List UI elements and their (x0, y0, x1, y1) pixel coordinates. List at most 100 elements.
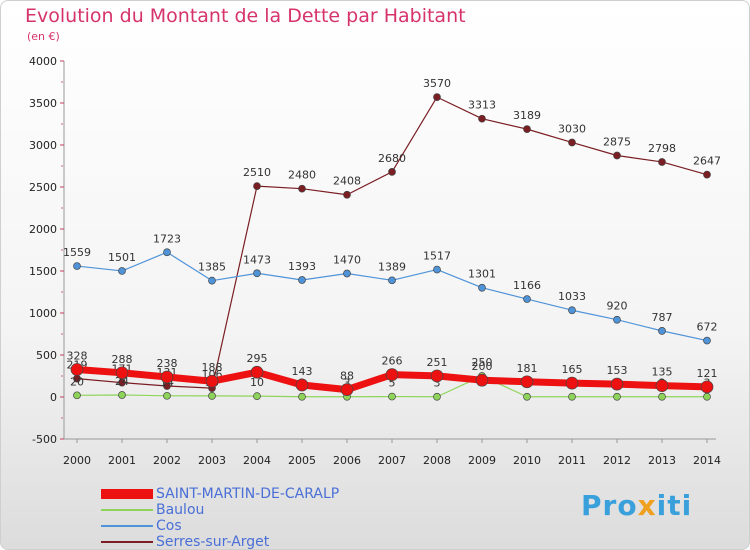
data-label-cos: 672 (697, 321, 718, 334)
legend-swatch (101, 525, 153, 527)
chart-title: Evolution du Montant de la Dette par Hab… (25, 5, 466, 27)
y-tick-label: -500 (32, 433, 57, 446)
data-point-baulou (163, 391, 171, 400)
data-label-cos: 1301 (468, 268, 496, 281)
data-label-cos: 1470 (333, 254, 361, 267)
data-label-serres-sur-arget: 3189 (513, 109, 541, 122)
data-point-baulou (658, 392, 666, 401)
data-point-cos (478, 283, 486, 292)
legend-label: Cos (156, 518, 182, 534)
data-label-serres-sur-arget: 2680 (378, 152, 406, 165)
data-label-baulou: 3 (344, 377, 351, 390)
y-tick-label: 3500 (29, 97, 57, 110)
y-tick-label: 1500 (29, 265, 57, 278)
data-point-cos (568, 306, 576, 315)
data-point-baulou (208, 392, 216, 400)
data-point-baulou (433, 392, 441, 401)
data-point-baulou (703, 392, 711, 401)
data-point-baulou (523, 392, 531, 401)
data-label-baulou: 5 (389, 377, 396, 390)
data-point-cos (298, 276, 306, 284)
data-point-saint-martin-de-caralp (610, 377, 624, 391)
data-label-cos: 920 (607, 300, 628, 313)
x-tick-label: 2001 (108, 454, 136, 467)
data-point-cos (613, 315, 621, 324)
data-point-serres-sur-arget (703, 170, 711, 179)
data-label-saint-martin-de-caralp: 88 (340, 370, 354, 383)
x-tick-label: 2012 (603, 454, 631, 467)
data-label-baulou: 20 (70, 375, 84, 388)
legend-swatch (101, 541, 153, 543)
x-tick-label: 2014 (693, 454, 721, 467)
x-tick-label: 2005 (288, 454, 316, 467)
data-point-saint-martin-de-caralp (250, 365, 264, 379)
y-tick-label: 2000 (29, 223, 57, 236)
data-label-cos: 1389 (378, 260, 406, 273)
x-tick-label: 2007 (378, 454, 406, 467)
x-tick-label: 2011 (558, 454, 586, 467)
data-label-baulou: 250 (472, 356, 493, 369)
data-label-saint-martin-de-caralp: 295 (247, 352, 268, 365)
data-label-cos: 1385 (198, 261, 226, 274)
data-point-saint-martin-de-caralp (655, 379, 669, 393)
data-point-cos (343, 269, 351, 278)
data-label-serres-sur-arget: 3030 (558, 122, 586, 135)
data-point-cos (523, 295, 531, 303)
data-point-saint-martin-de-caralp (385, 368, 399, 382)
data-label-baulou: 3 (434, 377, 441, 390)
data-point-serres-sur-arget (613, 151, 621, 160)
data-point-saint-martin-de-caralp (700, 380, 714, 394)
data-point-saint-martin-de-caralp (430, 369, 444, 383)
data-label-cos: 1473 (243, 253, 271, 266)
data-point-serres-sur-arget (478, 114, 486, 123)
x-tick-label: 2000 (63, 454, 91, 467)
data-label-saint-martin-de-caralp: 288 (112, 353, 133, 366)
data-point-saint-martin-de-caralp (160, 370, 174, 384)
data-label-serres-sur-arget: 2875 (603, 136, 631, 149)
data-point-baulou (298, 392, 306, 401)
data-point-baulou (118, 391, 126, 399)
data-label-serres-sur-arget: 2798 (648, 142, 676, 155)
legend-swatch (101, 489, 153, 499)
data-point-baulou (388, 392, 396, 401)
data-point-cos (388, 276, 396, 285)
data-label-cos: 1393 (288, 260, 316, 273)
data-point-baulou (253, 392, 261, 401)
data-label-baulou: 10 (250, 376, 264, 389)
data-point-saint-martin-de-caralp (115, 366, 129, 380)
data-label-cos: 1559 (63, 246, 91, 259)
data-label-serres-sur-arget: 2510 (243, 166, 271, 179)
y-tick-label: 4000 (29, 55, 57, 68)
x-tick-label: 2009 (468, 454, 496, 467)
x-tick-label: 2013 (648, 454, 676, 467)
data-label-saint-martin-de-caralp: 135 (652, 366, 673, 379)
data-label-cos: 1166 (513, 279, 541, 292)
data-point-baulou (613, 392, 621, 401)
data-point-baulou (568, 392, 576, 401)
chart-subtitle: (en €) (27, 30, 60, 43)
data-label-cos: 1501 (108, 251, 136, 264)
data-point-saint-martin-de-caralp (205, 374, 219, 388)
data-point-saint-martin-de-caralp (475, 373, 489, 387)
data-label-saint-martin-de-caralp: 143 (292, 365, 313, 378)
data-point-serres-sur-arget (388, 168, 396, 176)
data-label-serres-sur-arget: 3313 (468, 99, 496, 112)
data-label-serres-sur-arget: 2408 (333, 175, 361, 188)
y-tick-label: 500 (36, 349, 57, 362)
x-tick-label: 2010 (513, 454, 541, 467)
data-point-cos (703, 336, 711, 345)
data-label-saint-martin-de-caralp: 165 (562, 363, 583, 376)
data-point-baulou (73, 391, 81, 400)
data-label-saint-martin-de-caralp: 266 (382, 355, 403, 368)
data-point-cos (658, 327, 666, 335)
data-label-saint-martin-de-caralp: 328 (67, 349, 88, 362)
data-label-saint-martin-de-caralp: 200 (472, 360, 493, 373)
data-point-saint-martin-de-caralp (520, 375, 534, 389)
data-point-serres-sur-arget (568, 138, 576, 147)
data-point-serres-sur-arget (523, 125, 531, 133)
legend-label: SAINT-MARTIN-DE-CARALP (156, 486, 340, 502)
legend-label: Serres-sur-Arget (156, 534, 270, 550)
data-label-serres-sur-arget: 2480 (288, 169, 316, 182)
data-point-cos (253, 269, 261, 278)
